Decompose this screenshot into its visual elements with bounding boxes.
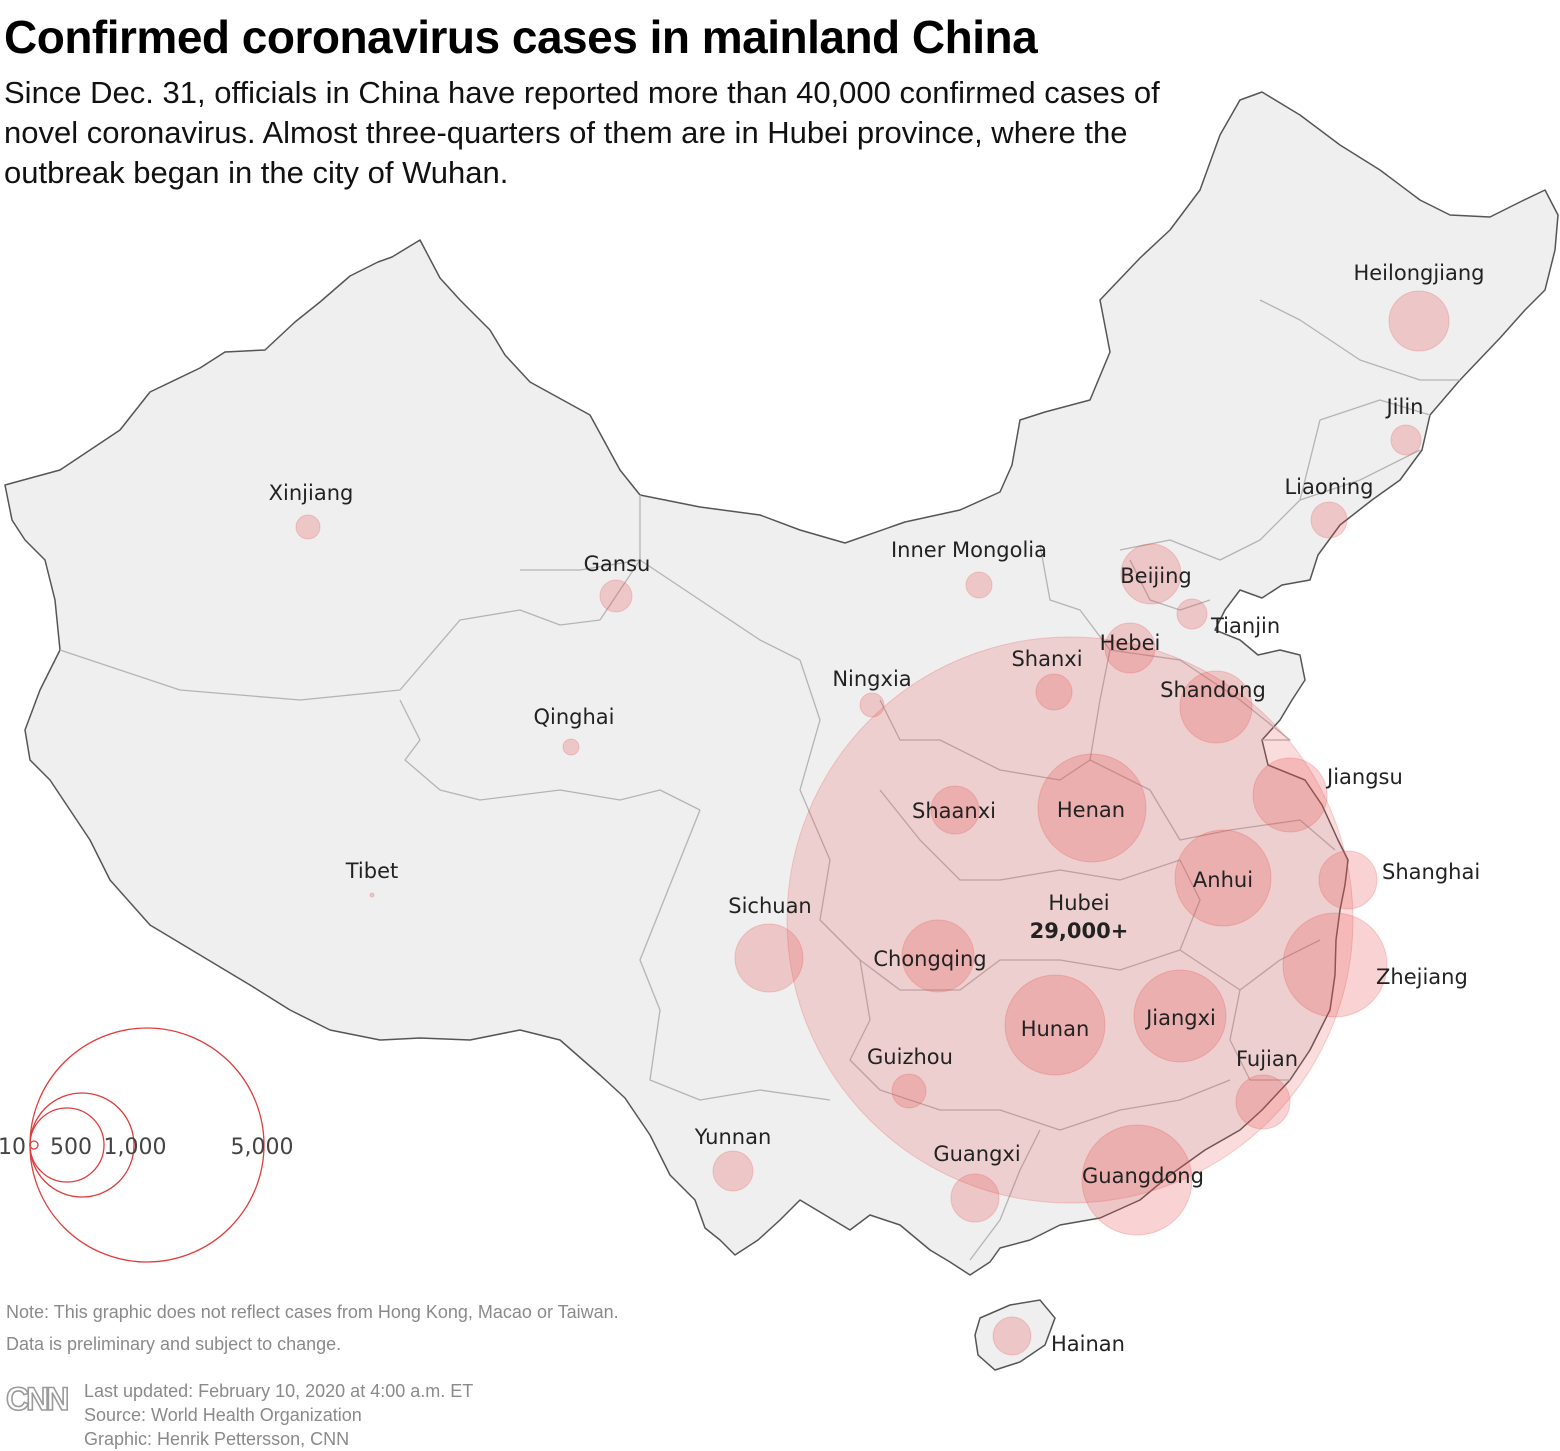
case-bubble-guangdong [1081, 1124, 1193, 1236]
legend-circle [29, 1027, 265, 1263]
province-label-yunnan: Yunnan [694, 1125, 772, 1149]
province-label-heilongjiang: Heilongjiang [1353, 261, 1484, 285]
case-bubble-fujian [1235, 1074, 1291, 1130]
province-boundaries [59, 299, 1460, 1261]
hainan-island-shape [974, 1299, 1056, 1371]
legend-label: 10 [0, 1135, 26, 1160]
case-bubble-qinghai [562, 738, 580, 756]
size-legend: 10 500 1,000 5,000 [0, 1027, 294, 1263]
province-label-jiangsu: Jiangsu [1325, 765, 1403, 789]
svg-text:CNN: CNN [6, 1382, 67, 1416]
province-label-xinjiang: Xinjiang [269, 481, 354, 505]
province-label-guizhou: Guizhou [867, 1045, 953, 1069]
legend-circle [29, 1140, 39, 1150]
province-labels: Heilongjiang Jilin Liaoning Xinjiang Gansu In… [269, 261, 1485, 1356]
case-bubble-henan [1037, 753, 1147, 863]
province-label-anhui: Anhui [1193, 868, 1253, 892]
case-bubble-liaoning [1310, 501, 1348, 539]
province-label-liaoning: Liaoning [1284, 475, 1373, 499]
case-bubble-zhejiang [1282, 912, 1388, 1018]
case-bubble-jiangsu [1252, 757, 1328, 833]
last-updated: Last updated: February 10, 2020 at 4:00 … [84, 1381, 474, 1401]
case-bubble-yunnan [712, 1150, 754, 1192]
case-bubble-shanxi [1035, 673, 1073, 711]
case-bubble-heilongjiang [1388, 290, 1450, 352]
note-line: Note: This graphic does not reflect case… [6, 1302, 619, 1322]
province-label-hubei: Hubei [1048, 891, 1109, 915]
case-bubble-hunan [1004, 974, 1106, 1076]
province-label-henan: Henan [1057, 798, 1125, 822]
province-label-sichuan: Sichuan [728, 894, 812, 918]
province-value-hubei: 29,000+ [1030, 919, 1129, 943]
page-subtitle: Since Dec. 31, officials in China have r… [4, 75, 1160, 190]
case-bubble-chongqing [901, 919, 975, 993]
case-bubble-shanghai [1318, 850, 1378, 910]
province-label-tibet: Tibet [345, 859, 399, 883]
case-bubble-jilin [1390, 424, 1422, 456]
legend-label: 5,000 [231, 1135, 294, 1160]
case-bubble-hubei [786, 636, 1354, 1204]
province-label-inner-mongolia: Inner Mongolia [891, 538, 1047, 562]
cnn-logo: CNN [6, 1382, 70, 1416]
china-mainland-shape [4, 91, 1559, 1276]
province-label-gansu: Gansu [584, 552, 651, 576]
case-bubble-guangxi [950, 1173, 1000, 1223]
case-bubble-tianjin [1176, 598, 1208, 630]
graphic-credit: Graphic: Henrik Pettersson, CNN [84, 1429, 350, 1449]
province-label-shaanxi: Shaanxi [912, 799, 996, 823]
note-line: Data is preliminary and subject to chang… [6, 1334, 342, 1354]
case-bubble-inner-mongolia [965, 571, 993, 599]
province-label-hunan: Hunan [1021, 1017, 1090, 1041]
case-bubble-ningxia [859, 692, 885, 718]
province-label-beijing: Beijing [1120, 564, 1191, 588]
province-label-chongqing: Chongqing [873, 947, 986, 971]
province-label-jiangxi: Jiangxi [1144, 1006, 1216, 1030]
legend-label: 1,000 [104, 1135, 167, 1160]
case-bubble-xinjiang [295, 514, 321, 540]
case-bubble-guizhou [891, 1073, 927, 1109]
credits: Last updated: February 10, 2020 at 4:00 … [84, 1379, 473, 1451]
case-bubble-anhui [1174, 829, 1272, 927]
case-bubble-tibet [369, 892, 375, 898]
province-label-tianjin: Tianjin [1210, 614, 1280, 638]
case-bubble-shaanxi [930, 785, 980, 835]
data-source: Source: World Health Organization [84, 1405, 362, 1425]
page-title: Confirmed coronavirus cases in mainland … [4, 11, 1038, 63]
case-bubble-shandong [1179, 670, 1253, 744]
case-bubble-hainan [992, 1316, 1032, 1356]
case-bubble-hebei [1104, 622, 1156, 674]
province-label-shanxi: Shanxi [1011, 647, 1082, 671]
legend-label: 500 [50, 1135, 92, 1160]
province-label-fujian: Fujian [1236, 1047, 1298, 1071]
province-label-shandong: Shandong [1160, 678, 1266, 702]
province-label-jilin: Jilin [1384, 395, 1423, 419]
case-bubble-sichuan [734, 923, 804, 993]
province-label-guangdong: Guangdong [1082, 1164, 1204, 1188]
case-bubbles [295, 290, 1450, 1356]
province-label-hainan: Hainan [1051, 1332, 1125, 1356]
province-label-guangxi: Guangxi [933, 1142, 1020, 1166]
province-label-qinghai: Qinghai [533, 705, 614, 729]
province-label-zhejiang: Zhejiang [1376, 965, 1468, 989]
province-label-ningxia: Ningxia [832, 667, 911, 691]
case-bubble-jiangxi [1133, 969, 1227, 1063]
case-bubble-beijing [1120, 543, 1182, 605]
case-bubble-gansu [599, 579, 633, 613]
province-label-shanghai: Shanghai [1382, 860, 1480, 884]
province-label-hebei: Hebei [1100, 631, 1161, 655]
